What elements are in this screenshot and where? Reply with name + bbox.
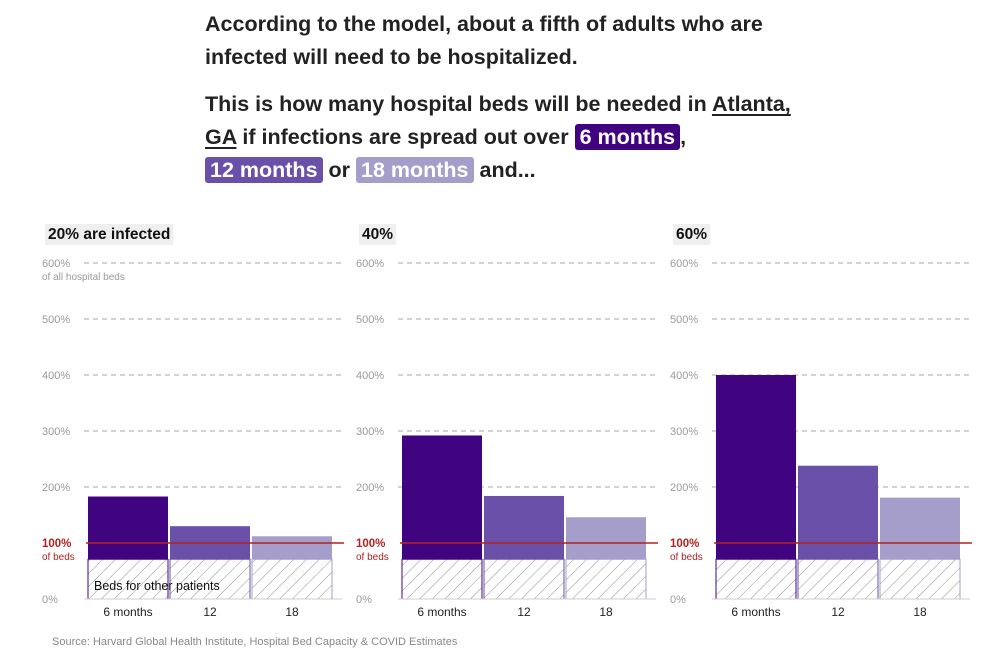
x-tick-label-1-0: 6 months [417,605,466,619]
intro-text-e: and... [473,158,536,182]
pill-18-months: 18 months [355,157,474,183]
y-tick-sublabel-600-0: of all hospital beds [42,272,125,283]
bar-other-patients-1-0 [401,558,483,600]
pill-6-months: 6 months [574,124,681,150]
bar-1-1 [484,495,564,560]
panel-title-2: 60% [676,226,707,243]
bar-other-patients-0-0 [87,558,169,600]
x-tick-label-2-2: 18 [913,605,927,619]
x-tick-label-1-2: 18 [599,605,613,619]
x-tick-label-0-1: 12 [203,605,217,619]
y-tick-label-2-300: 300% [670,426,698,438]
bar-other-patients-1-1 [483,558,565,600]
y-tick-label-1-400: 400% [356,370,384,382]
capacity-sublabel-1: of beds [356,552,389,563]
intro-text: According to the model, about a fifth of… [205,8,845,201]
y-tick-label-1-600: 600% [356,258,384,270]
x-tick-label-0-2: 18 [285,605,299,619]
bar-other-patients-2-2 [879,558,961,600]
intro-text-b: if infections are spread out over [236,125,575,149]
y-tick-label-2-400: 400% [670,370,698,382]
y-tick-label-2-0: 0% [670,594,686,606]
bar-other-patients-2-0 [715,558,797,600]
x-tick-label-2-0: 6 months [731,605,780,619]
intro-paragraph-1: According to the model, about a fifth of… [205,12,763,69]
panel-title-0: 20% are infected [48,226,170,243]
location-city-link[interactable]: Atlanta, [711,92,791,116]
y-tick-label-2-500: 500% [670,314,698,326]
bar-1-0 [402,435,482,560]
y-tick-label-1-200: 200% [356,482,384,494]
y-tick-label-0-500: 500% [42,314,70,326]
x-tick-label-1-1: 12 [517,605,531,619]
y-tick-label-1-0: 0% [356,594,372,606]
location-state-link[interactable]: GA [205,125,237,149]
capacity-label-2: 100% [670,538,699,550]
y-tick-label-2-600: 600% [670,258,698,270]
panel-title-background-2 [673,224,711,245]
panel-title-background-1 [359,224,397,245]
y-tick-label-1-500: 500% [356,314,384,326]
x-tick-label-2-1: 12 [831,605,845,619]
bar-2-2 [880,497,960,560]
y-tick-label-1-300: 300% [356,426,384,438]
intro-text-a: This is how many hospital beds will be n… [205,92,712,116]
y-tick-label-0-0: 0% [42,594,58,606]
capacity-sublabel-0: of beds [42,552,75,563]
bar-0-2 [252,536,332,560]
y-tick-label-0-400: 400% [42,370,70,382]
bar-other-patients-1-2 [565,558,647,600]
bar-other-patients-0-2 [251,558,333,600]
bar-0-0 [88,496,168,560]
annotation-other-patients: Beds for other patients [94,579,220,593]
intro-text-d: or [322,158,356,182]
capacity-label-1: 100% [356,538,385,550]
bar-other-patients-0-1 [169,558,251,600]
panel-title-background-0 [45,224,174,245]
pill-12-months: 12 months [205,157,323,183]
capacity-label-0: 100% [42,538,71,550]
source-note: Source: Harvard Global Health Institute,… [52,636,458,648]
capacity-sublabel-2: of beds [670,552,703,563]
intro-text-c: , [680,125,687,149]
bar-2-0 [716,375,796,560]
y-tick-label-0-300: 300% [42,426,70,438]
y-tick-label-2-200: 200% [670,482,698,494]
bar-1-2 [566,517,646,560]
bar-2-1 [798,465,878,560]
y-tick-label-0-600: 600% [42,258,70,270]
x-tick-label-0-0: 6 months [103,605,152,619]
y-tick-label-0-200: 200% [42,482,70,494]
panel-title-1: 40% [362,226,393,243]
intro-paragraph-2: This is how many hospital beds will be n… [205,88,845,187]
bar-other-patients-2-1 [797,558,879,600]
